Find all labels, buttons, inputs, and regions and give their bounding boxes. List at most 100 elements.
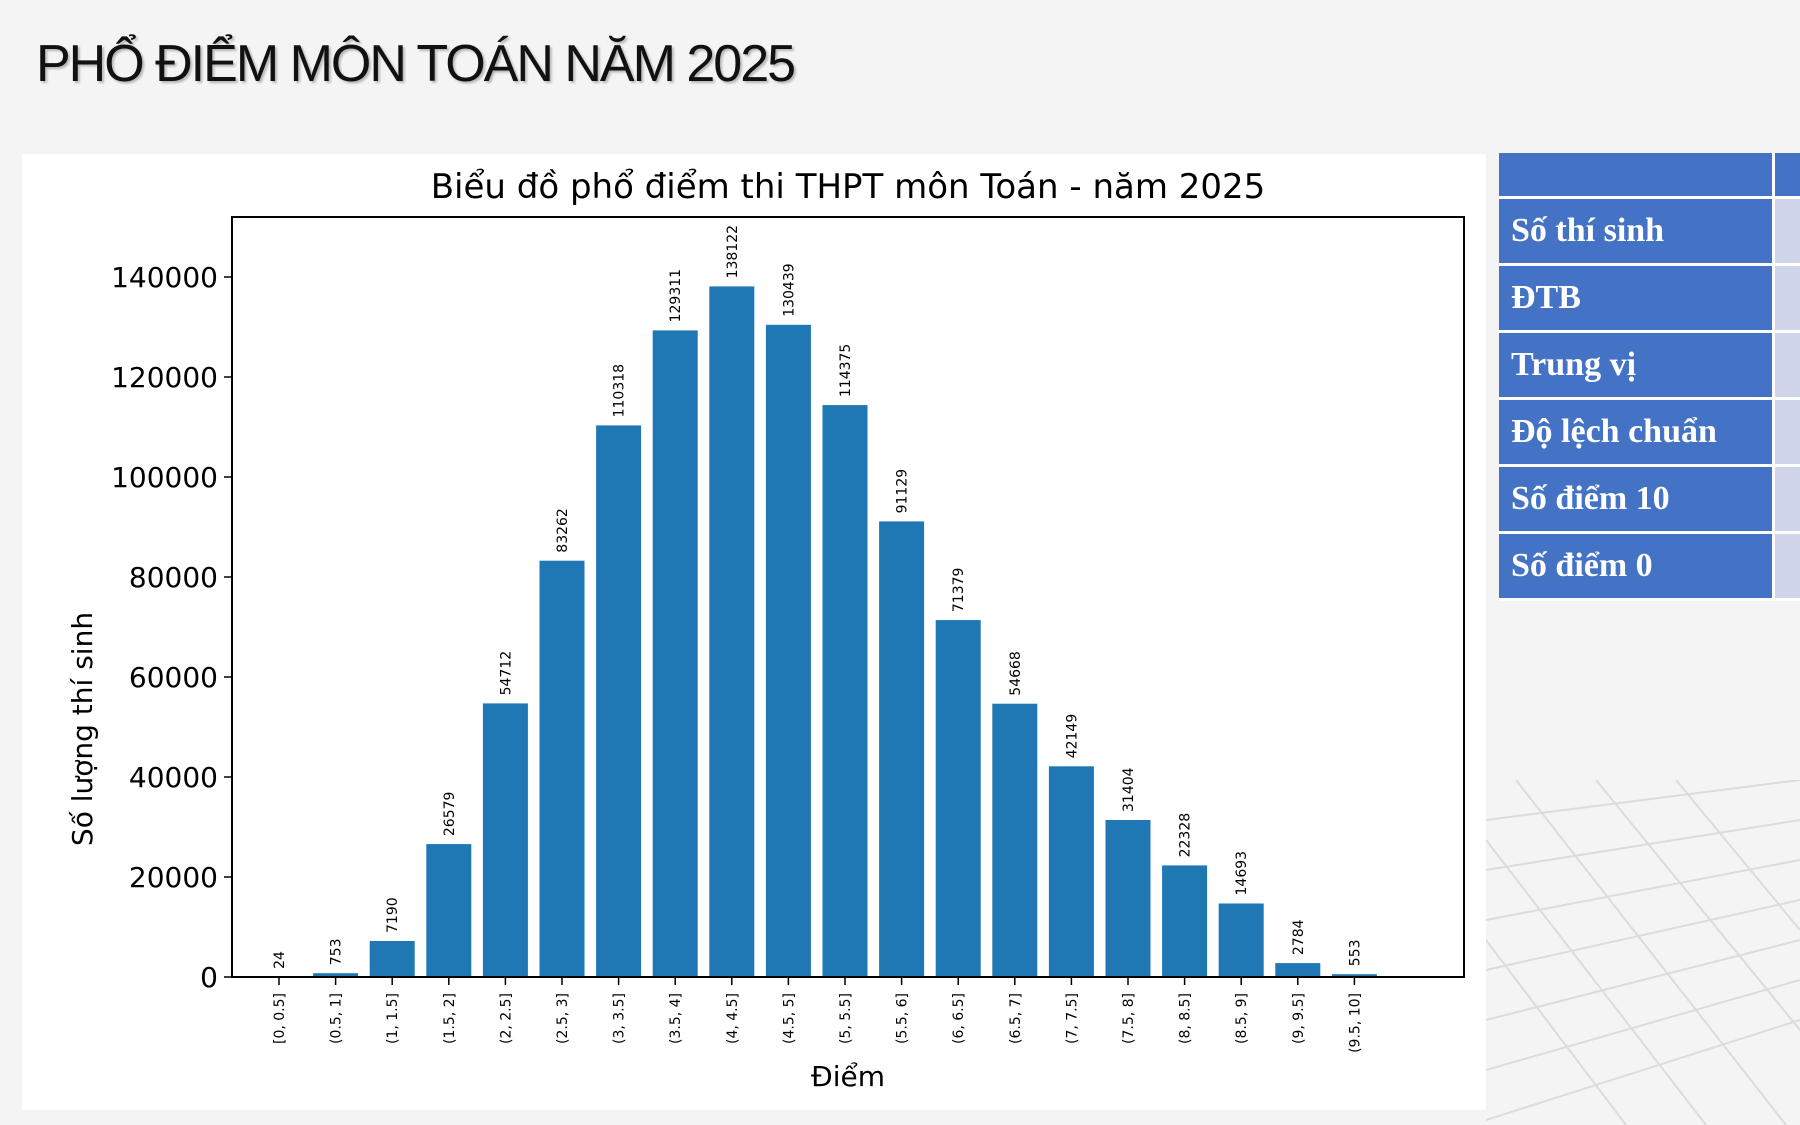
x-tick-label-1: (0.5, 1] [329, 993, 345, 1044]
stats-table: Số thí sinh ĐTB Trung vị Độ lệch chuẩn S… [1499, 153, 1800, 601]
x-tick-label-3: (1.5, 2] [442, 993, 458, 1044]
data-label-0: 24 [272, 951, 288, 969]
stat-value-cell [1773, 398, 1800, 467]
x-tick-label-5: (2.5, 3] [555, 993, 571, 1044]
data-label-15: 31404 [1121, 767, 1137, 812]
stat-label-dtb: ĐTB [1499, 264, 1775, 333]
stat-value-cell [1773, 264, 1800, 333]
y-tick-label-3: 60000 [129, 661, 218, 694]
stat-label-so-thi-sinh: Số thí sinh [1499, 197, 1775, 266]
plot-frame [231, 216, 1465, 978]
x-tick-label-16: (8, 8.5] [1178, 993, 1194, 1044]
chart-title: Biểu đồ phổ điểm thi THPT môn Toán - năm… [431, 167, 1266, 207]
data-label-5: 83262 [555, 508, 571, 553]
bar-11 [879, 521, 925, 977]
stats-row: ĐTB [1499, 264, 1800, 333]
x-tick-label-15: (7.5, 8] [1121, 993, 1137, 1044]
x-tick-label-10: (5, 5.5] [838, 993, 854, 1044]
bar-8 [709, 286, 755, 977]
chart-panel: Biểu đồ phổ điểm thi THPT môn Toán - năm… [22, 154, 1486, 1110]
y-axis-label: Số lượng thí sinh [66, 612, 99, 846]
data-label-1: 753 [329, 938, 345, 965]
x-axis-label: Điểm [811, 1060, 885, 1093]
stats-header-label-cell [1499, 153, 1775, 199]
y-tick-label-1: 20000 [129, 861, 218, 894]
slide-title: PHỔ ĐIỂM MÔN TOÁN NĂM 2025 [36, 35, 796, 93]
x-tick-label-17: (8.5, 9] [1234, 993, 1250, 1044]
data-label-4: 54712 [498, 651, 514, 696]
data-label-7: 129311 [668, 269, 684, 322]
x-tick-label-6: (3, 3.5] [612, 993, 628, 1044]
stat-label-so-diem-0: Số điểm 0 [1499, 532, 1775, 601]
x-tick-label-19: (9.5, 10] [1347, 993, 1363, 1053]
x-tick-label-0: [0, 0.5] [272, 993, 288, 1044]
data-label-3: 26579 [442, 792, 458, 837]
x-tick-label-12: (6, 6.5] [951, 993, 967, 1044]
data-label-13: 54668 [1008, 651, 1024, 696]
data-label-10: 114375 [838, 344, 854, 397]
stat-value-cell [1773, 197, 1800, 266]
data-label-8: 138122 [725, 225, 741, 278]
y-tick-label-4: 80000 [129, 561, 218, 594]
data-label-17: 14693 [1234, 851, 1250, 896]
y-tick-label-7: 140000 [111, 261, 218, 294]
data-label-11: 91129 [895, 469, 911, 514]
stat-value-cell [1773, 465, 1800, 534]
y-tick-label-2: 40000 [129, 761, 218, 794]
data-label-9: 130439 [781, 263, 797, 316]
data-label-16: 22328 [1178, 813, 1194, 858]
y-tick-label-6: 120000 [111, 361, 218, 394]
bars-layer [256, 286, 1377, 978]
stat-label-do-lech-chuan: Độ lệch chuẩn [1499, 398, 1775, 467]
x-tick-label-11: (5.5, 6] [895, 993, 911, 1044]
data-label-6: 110318 [612, 364, 628, 417]
bar-13 [992, 703, 1038, 977]
x-tick-label-8: (4, 4.5] [725, 993, 741, 1044]
y-tick-label-0: 0 [200, 961, 218, 994]
stat-label-so-diem-10: Số điểm 10 [1499, 465, 1775, 534]
x-tick-label-18: (9, 9.5] [1291, 993, 1307, 1044]
bar-chart: Biểu đồ phổ điểm thi THPT môn Toán - năm… [66, 167, 1465, 1093]
background-grid-decoration [1486, 780, 1800, 1125]
stats-header-value-cell [1773, 153, 1800, 199]
bar-19 [1331, 974, 1377, 977]
x-tick-label-14: (7, 7.5] [1064, 993, 1080, 1044]
bar-9 [765, 324, 811, 977]
bar-12 [935, 620, 981, 977]
data-label-19: 553 [1347, 939, 1363, 966]
stats-row: Số thí sinh [1499, 197, 1800, 266]
stats-header-row [1499, 153, 1800, 199]
data-label-2: 7190 [385, 897, 401, 933]
bar-4 [482, 703, 528, 977]
data-label-18: 2784 [1291, 919, 1307, 955]
data-label-12: 71379 [951, 568, 967, 613]
bar-10 [822, 405, 868, 978]
x-tick-label-4: (2, 2.5] [498, 993, 514, 1044]
stats-row: Số điểm 10 [1499, 465, 1800, 534]
bar-3 [426, 844, 472, 977]
x-tick-label-13: (6.5, 7] [1008, 993, 1024, 1044]
bar-2 [369, 941, 415, 977]
data-labels-layer: 24 753 7190 26579 54712 83262 110318 129311 1381… [272, 225, 1363, 969]
bar-1 [313, 973, 359, 977]
x-ticks-layer: [0, 0.5] (0.5, 1] (1, 1.5] (1.5, 2] (2, 2.5]… [272, 977, 1363, 1053]
x-tick-label-2: (1, 1.5] [385, 993, 401, 1044]
bar-15 [1105, 820, 1151, 977]
stats-row: Trung vị [1499, 331, 1800, 400]
stats-row: Độ lệch chuẩn [1499, 398, 1800, 467]
x-tick-label-9: (4.5, 5] [781, 993, 797, 1044]
bar-14 [1048, 766, 1094, 977]
y-tick-label-5: 100000 [111, 461, 218, 494]
stats-row: Số điểm 0 [1499, 532, 1800, 601]
bar-16 [1162, 865, 1208, 977]
y-ticks-layer: 0 20000 40000 60000 80000 100000 120000 140000 [111, 261, 232, 994]
bar-6 [596, 425, 642, 977]
bar-7 [652, 330, 698, 977]
stat-label-trung-vi: Trung vị [1499, 331, 1775, 400]
x-tick-label-7: (3.5, 4] [668, 993, 684, 1044]
bar-17 [1218, 903, 1264, 977]
data-label-14: 42149 [1064, 714, 1080, 759]
stat-value-cell [1773, 532, 1800, 601]
bar-18 [1275, 963, 1321, 977]
bar-5 [539, 560, 585, 977]
